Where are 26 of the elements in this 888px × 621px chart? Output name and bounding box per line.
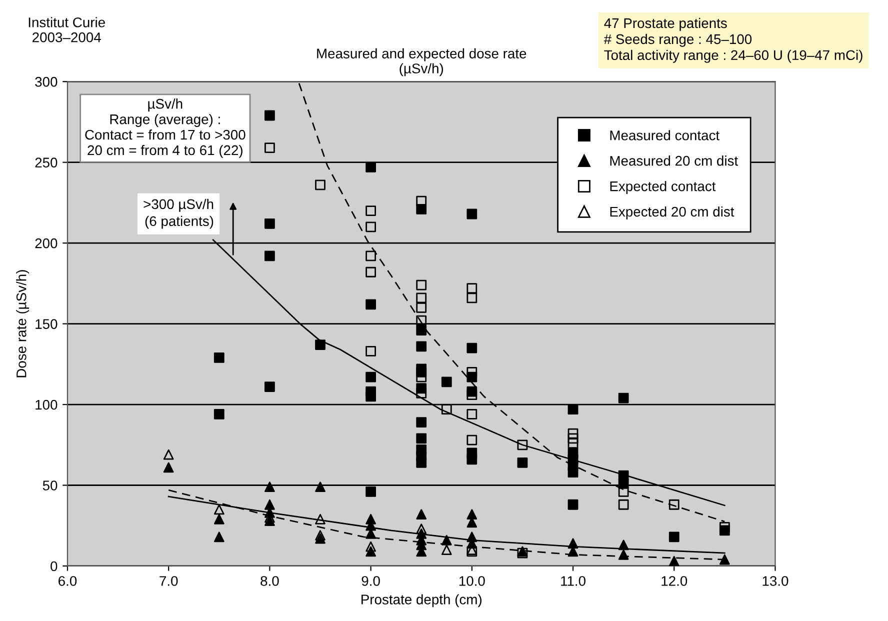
chart-title: Measured and expected dose rate (µSv/h)	[317, 48, 526, 76]
y-tick-label: 150	[36, 319, 58, 329]
legend-label: Measured contact	[610, 130, 720, 140]
y-tick-label: 100	[36, 400, 58, 410]
x-tick-label: 11.0	[561, 576, 586, 586]
y-tick-label: 50	[42, 480, 58, 490]
x-tick-label: 13.0	[762, 576, 788, 586]
legend-label: Measured 20 cm dist	[610, 156, 738, 166]
y-tick-label: 250	[35, 158, 58, 168]
x-tick-label: 8.0	[260, 576, 279, 586]
x-tick-label: 12.0	[662, 576, 688, 586]
annotation: >300 µSv/h (6 patients)	[144, 198, 214, 229]
x-axis-title: Prostate depth (cm)	[362, 594, 482, 608]
x-tick-label: 9.0	[362, 576, 380, 586]
legend-label: Expected 20 cm dist	[610, 206, 734, 220]
text: 47 Prostate patients # Seeds range : 45–100 Total activity range : 24–60 U (19–47 mCi)	[604, 18, 862, 63]
legend-label: Expected contact	[610, 181, 716, 194]
annotation: µSv/h Range (average) : Contact = from 17 to >300 20 cm = from 4 to 61 (22)	[85, 98, 246, 158]
y-tick-label: 200	[35, 238, 58, 248]
y-tick-label: 0	[50, 561, 58, 572]
x-tick-label: 7.0	[160, 576, 178, 586]
text: Institut Curie 2003–2004	[28, 17, 105, 42]
x-tick-label: 6.0	[58, 576, 77, 586]
x-tick-label: 10.0	[459, 576, 485, 586]
y-tick-label: 300	[35, 76, 58, 87]
y-axis-title: Dose rate (µSv/h)	[16, 270, 30, 378]
